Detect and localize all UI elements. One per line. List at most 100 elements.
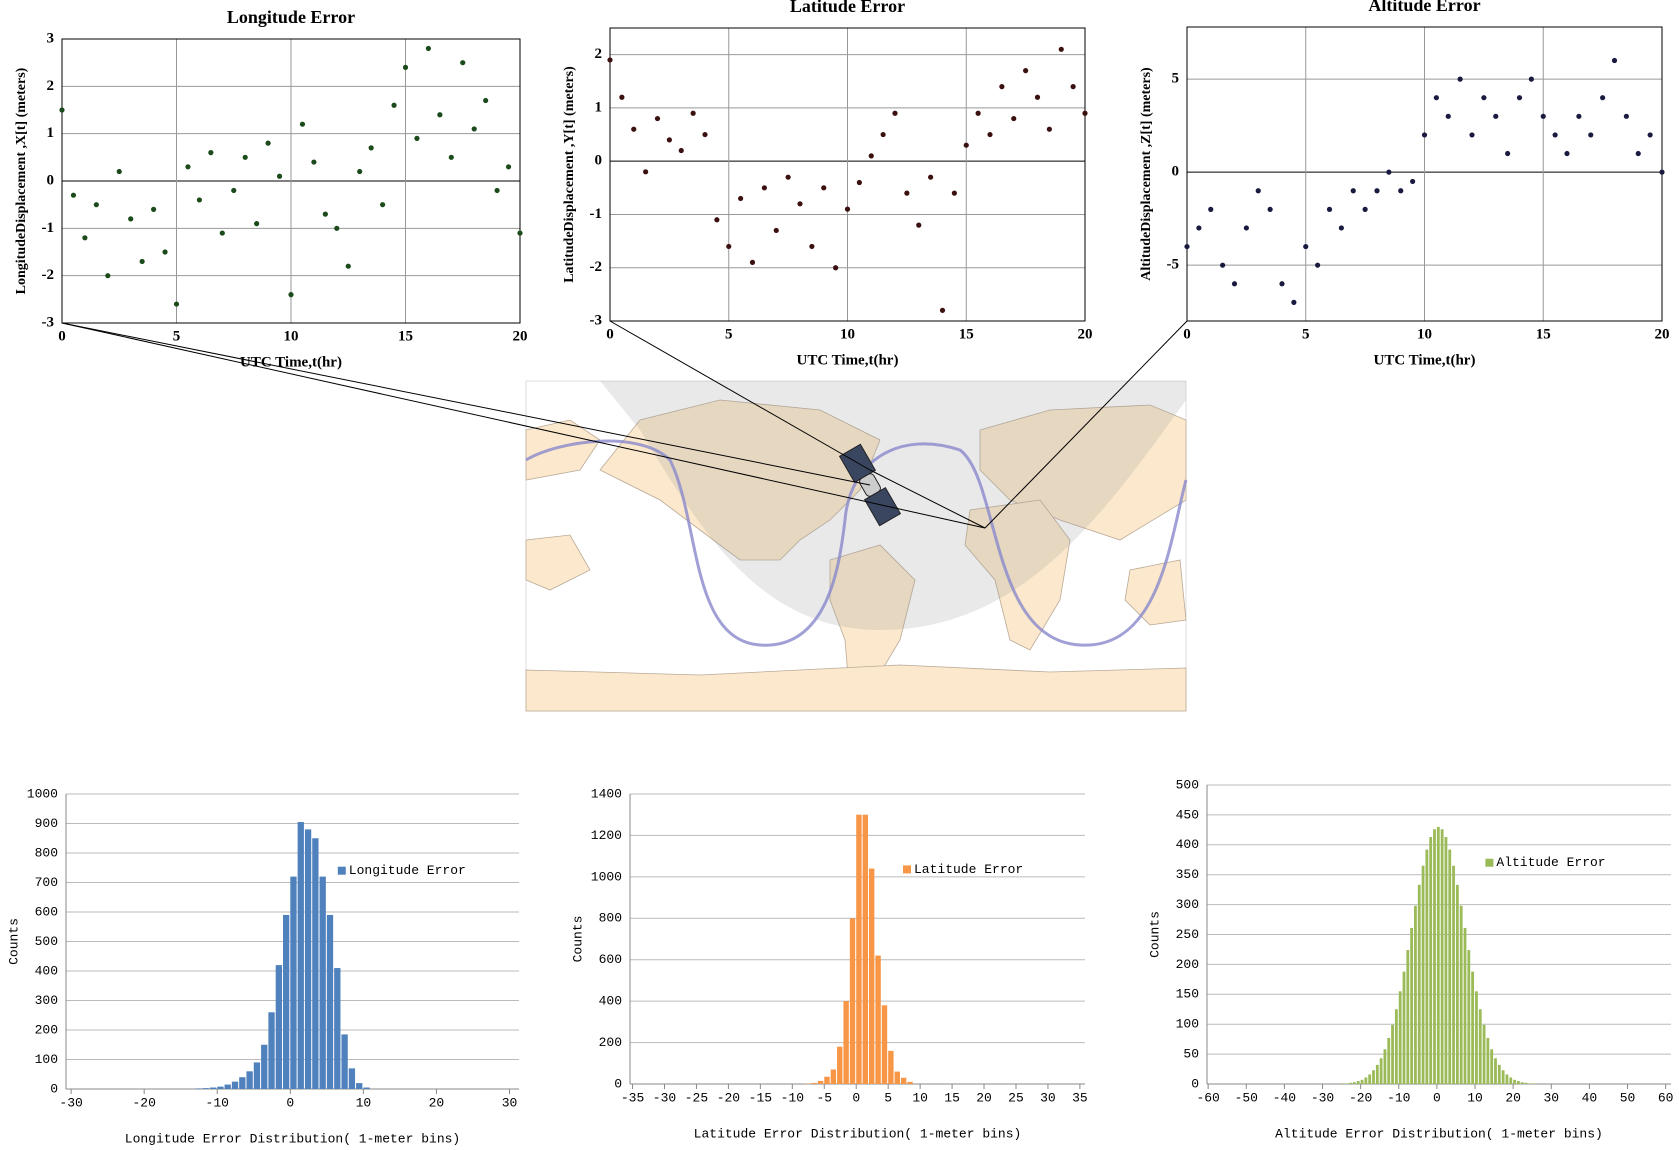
x-tick-label: 15 [1536,326,1551,342]
y-tick-label: 1 [47,125,55,141]
bar [1364,1077,1368,1084]
y-tick-label: 0 [595,153,603,169]
x-tick-label: 10 [840,326,855,342]
data-point [999,84,1005,90]
data-point [1082,110,1088,116]
bar [1452,865,1455,1084]
bar [1436,826,1440,1084]
x-tick-label: 15 [959,326,974,342]
data-point [391,102,397,108]
x-tick-label: 15 [398,328,413,344]
x-tick-label: 0 [606,326,614,342]
x-axis-label: UTC Time,t(hr) [240,354,342,370]
bar [1406,950,1410,1084]
bar [1482,1024,1486,1084]
bar [811,1082,817,1084]
y-axis-label: Counts [570,916,585,963]
data-point [139,258,145,265]
data-point [1647,132,1653,138]
data-point [1058,46,1064,52]
x-tick-label: -35 [621,1090,644,1105]
y-axis-label: AltitudeDisplacement ,Z[t] (meters) [1139,67,1154,281]
x-tick-label: 10 [356,1095,372,1110]
plot-frame [609,27,1086,322]
bar [1421,865,1425,1084]
bar [275,965,283,1089]
ground-track [525,439,1188,647]
chart-title: Altitude Error [1368,0,1480,15]
data-point [1457,76,1463,82]
bar [356,1083,363,1089]
y-tick-label: 900 [35,816,58,831]
y-axis-label: LongitudeDisplacement ,X[t] (meters) [14,67,29,294]
bar [363,1087,370,1089]
legend-swatch [337,866,346,875]
y-tick-label: -2 [590,259,603,275]
legend-swatch [903,865,911,874]
data-point [809,243,815,250]
data-point [666,137,672,143]
bar [824,1076,830,1084]
data-point [951,190,957,196]
connector [984,320,1188,529]
data-point [1046,126,1052,132]
x-tick-label: 5 [725,326,733,342]
data-point [1433,95,1439,101]
connector [61,322,871,486]
data-point [505,164,512,170]
data-point [856,179,862,186]
data-point [425,45,431,52]
bar [1391,1024,1394,1084]
bar [1402,971,1406,1084]
y-tick-label: 0 [50,1081,58,1096]
bar [1455,884,1459,1084]
bar [1349,1082,1353,1084]
data-point [892,110,898,116]
x-tick-label: 20 [513,328,528,344]
data-point [1421,132,1428,138]
data-point [987,131,993,138]
bar [862,814,869,1084]
bar [246,1071,253,1089]
x-tick-label: 30 [1543,1090,1559,1105]
data-point [1362,206,1368,212]
x-tick-label: 5 [884,1090,892,1105]
x-tick-label: 15 [944,1090,960,1105]
bar [1440,829,1444,1084]
y-tick-label: 250 [1176,927,1199,942]
land [525,664,1187,712]
data-point [1374,188,1380,194]
data-point [1034,94,1041,100]
x-tick-label: 60 [1658,1090,1674,1105]
bar [817,1080,824,1084]
x-tick-label: 0 [1433,1090,1441,1105]
x-tick-label: -25 [685,1090,708,1105]
scatter-chart: -5 0 5 0 5 10 15 20 Altitude Error UTC Time,t(hr)… [1139,0,1669,368]
bar [1448,849,1452,1084]
coverage-area [526,381,1186,630]
data-point [70,192,77,198]
x-tick-label: -5 [816,1090,832,1105]
data-point [785,174,791,180]
x-tick-label: 30 [1040,1090,1056,1105]
data-point [868,153,874,159]
data-point [483,97,489,104]
data-point [116,168,122,175]
data-point [1326,206,1333,212]
bar [1509,1077,1513,1084]
y-tick-label: 50 [1183,1047,1199,1062]
data-point [299,121,306,127]
x-tick-label: 10 [1417,326,1432,342]
data-point [939,307,946,313]
x-tick-label: 50 [1620,1090,1636,1105]
x-tick-label: 0 [1183,326,1191,342]
y-tick-label: 600 [35,904,58,919]
legend-swatch [1485,858,1494,867]
data-point [880,131,886,138]
data-point [928,174,934,180]
x-tick-label: -20 [717,1090,740,1105]
bar [888,1050,894,1084]
data-point [1315,262,1321,268]
